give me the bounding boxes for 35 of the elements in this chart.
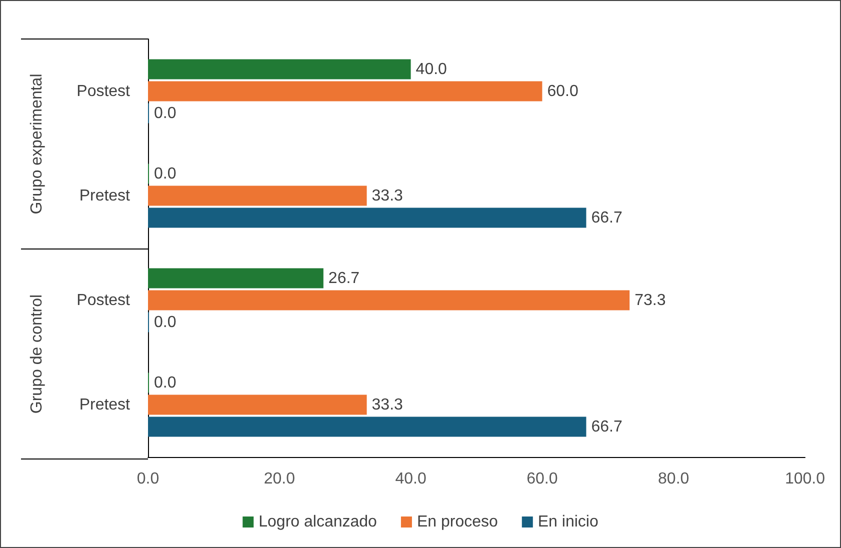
x-tick-label: 60.0 <box>526 470 558 488</box>
data-label: 66.7 <box>591 209 622 226</box>
x-tick-label: 20.0 <box>264 470 296 488</box>
legend-label: En inicio <box>538 514 598 530</box>
x-tick-label: 80.0 <box>658 470 690 488</box>
y-tick-label: Pretest <box>79 187 131 204</box>
data-label: 60.0 <box>547 82 578 100</box>
bar <box>148 394 367 415</box>
bar <box>148 416 586 437</box>
x-tick-label: 40.0 <box>395 470 426 488</box>
text: Grupo de control <box>28 294 46 414</box>
bar <box>148 208 586 228</box>
data-label: 66.7 <box>591 418 622 436</box>
legend-label: Logro alcanzado <box>258 514 378 530</box>
y-tick-label: Pretest <box>79 396 131 414</box>
text: Grupo experimental <box>28 74 46 214</box>
data-label: 0.0 <box>154 104 176 122</box>
data-label: 26.7 <box>328 270 360 287</box>
data-label: 33.3 <box>372 187 404 204</box>
data-label: 33.3 <box>372 396 404 414</box>
data-label: 0.0 <box>154 374 176 392</box>
y-tick-label: Postest <box>76 292 131 309</box>
data-label: 73.3 <box>634 292 666 309</box>
bar <box>148 59 411 80</box>
bar <box>148 290 630 310</box>
data-label: 0.0 <box>154 314 176 331</box>
bar <box>148 81 542 102</box>
bar <box>148 186 367 206</box>
bar <box>148 268 324 288</box>
data-label: 40.0 <box>416 60 448 78</box>
legend-label: En proceso <box>416 514 498 530</box>
data-label: 0.0 <box>154 165 176 182</box>
x-tick-label: 100.0 <box>784 470 826 488</box>
x-tick-label: 0.0 <box>136 470 160 488</box>
y-tick-label: Postest <box>76 82 131 100</box>
